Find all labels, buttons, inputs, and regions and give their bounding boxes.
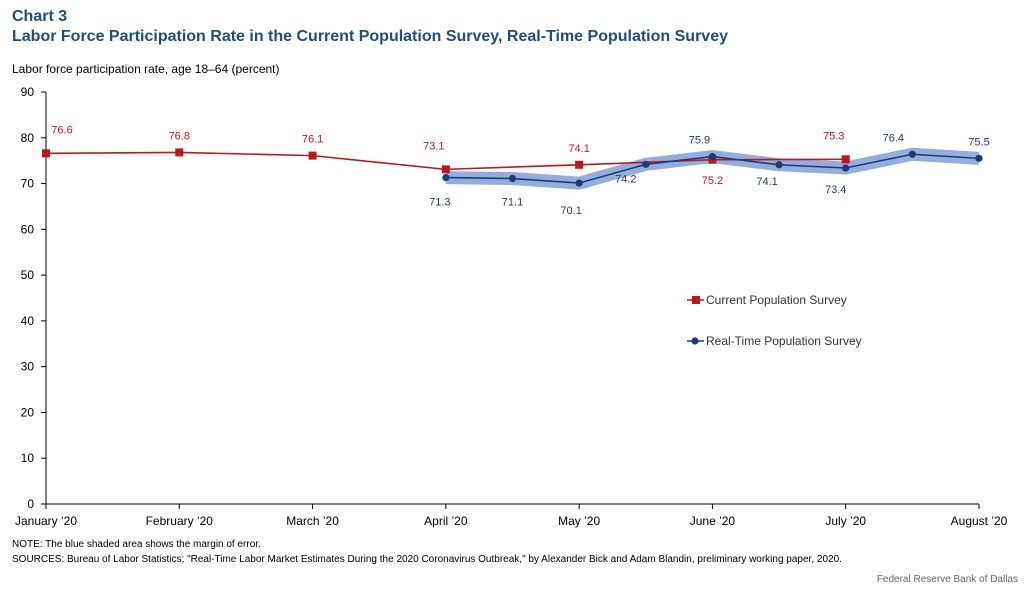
x-tick-label: July ’20 — [825, 514, 866, 528]
line-chart: 0 10 20 30 40 50 60 70 80 90 January ’20 February ’… — [15, 85, 1008, 528]
y-tick-label: 80 — [21, 131, 35, 145]
rps-data-label: 75.5 — [968, 136, 989, 148]
x-tick-label: January ’20 — [15, 514, 77, 528]
cps-data-label: 75.3 — [823, 130, 844, 142]
rps-data-label: 71.3 — [429, 197, 450, 209]
chart-sources: SOURCES: Bureau of Labor Statistics; "Re… — [12, 554, 842, 565]
rps-point — [575, 179, 583, 187]
cps-data-label: 76.8 — [169, 130, 190, 142]
rps-data-label: 74.1 — [756, 176, 777, 188]
chart-number: Chart 3 — [12, 8, 68, 25]
cps-data-label: 76.6 — [51, 124, 72, 136]
rps-point — [508, 174, 517, 183]
rps-data-label: 74.2 — [615, 173, 636, 185]
y-tick-label: 0 — [27, 497, 34, 511]
cps-point — [575, 160, 584, 169]
legend-cps-label: Current Population Survey — [706, 293, 847, 307]
cps-data-label: 74.1 — [568, 143, 589, 155]
chart-note: NOTE: The blue shaded area shows the mar… — [12, 539, 261, 550]
rps-point — [908, 150, 916, 158]
legend-rps-label: Real-Time Population Survey — [706, 334, 862, 348]
chart-credit: Federal Reserve Bank of Dallas — [876, 574, 1018, 585]
legend-rps-marker — [691, 337, 699, 345]
rps-point — [708, 152, 717, 161]
rps-data-label: 76.4 — [883, 132, 904, 144]
cps-point — [441, 165, 450, 174]
rps-point — [642, 160, 650, 168]
x-tick-label: February ’20 — [146, 514, 214, 528]
y-tick-label: 60 — [21, 222, 35, 236]
cps-data-label: 76.1 — [302, 134, 323, 146]
cps-point — [175, 148, 184, 157]
x-tick-label: June ’20 — [690, 514, 736, 528]
rps-data-label: 73.4 — [825, 184, 846, 196]
x-tick-label: March ’20 — [286, 514, 339, 528]
x-tick-label: May ’20 — [558, 514, 600, 528]
rps-data-label: 71.1 — [502, 197, 523, 209]
y-tick-label: 50 — [21, 268, 35, 282]
y-tick-label: 30 — [21, 360, 35, 374]
chart-title: Labor Force Participation Rate in the Cu… — [12, 28, 728, 45]
cps-data-label: 75.2 — [702, 175, 723, 187]
rps-data-label: 70.1 — [560, 205, 581, 217]
x-tick-label: August ’20 — [951, 514, 1008, 528]
cps-data-label: 73.1 — [423, 140, 444, 152]
y-tick-label: 70 — [21, 177, 35, 191]
rps-point — [842, 164, 850, 172]
legend-cps-marker — [692, 296, 700, 304]
rps-point — [975, 154, 983, 162]
y-axis-label: Labor force participation rate, age 18–6… — [12, 62, 280, 76]
y-tick-label: 10 — [21, 451, 35, 465]
cps-point — [841, 155, 850, 164]
y-tick-label: 40 — [21, 314, 35, 328]
x-tick-label: April ’20 — [424, 514, 468, 528]
rps-point — [442, 174, 450, 182]
y-tick-label: 20 — [21, 405, 35, 419]
cps-point — [42, 149, 50, 158]
rps-data-label: 75.9 — [689, 135, 710, 147]
y-tick-label: 90 — [21, 85, 35, 99]
cps-point — [308, 151, 317, 160]
rps-point — [775, 161, 783, 169]
